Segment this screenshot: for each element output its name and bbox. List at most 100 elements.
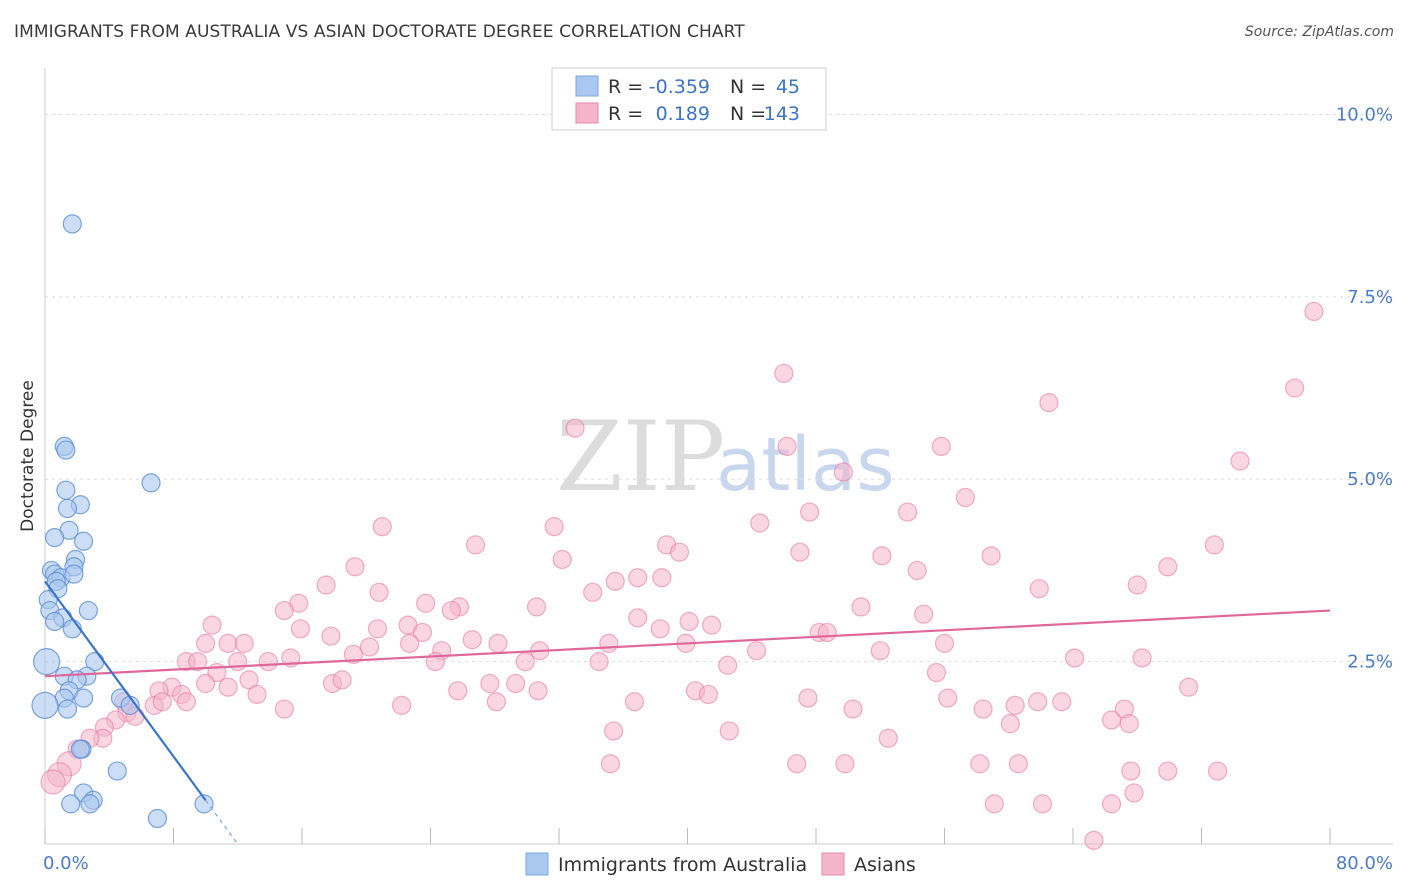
- asians-point: [926, 662, 947, 683]
- asians-point: [1052, 692, 1072, 712]
- y-axis-label: Doctorate Degree: [18, 380, 38, 532]
- australia-point: [70, 739, 90, 759]
- australia-point: [62, 214, 82, 234]
- asians-point: [448, 681, 468, 701]
- legend-n-value-asians: 143: [764, 103, 800, 125]
- gridlines: [45, 113, 1393, 663]
- asians-points: [40, 301, 1324, 850]
- legend-r-label-australia: R =: [608, 76, 643, 98]
- bottom-legend-label-asians: Asians: [854, 854, 916, 876]
- y-tick-label: 7.5%: [1347, 287, 1393, 308]
- legend-n-value-australia: 45: [776, 76, 800, 98]
- asians-point: [650, 619, 670, 639]
- asians-point: [1207, 761, 1228, 781]
- asians-point: [628, 568, 648, 588]
- australia-point: [107, 761, 127, 781]
- asians-point: [624, 692, 645, 712]
- y-tick-label: 10.0%: [1336, 104, 1393, 125]
- asians-point: [878, 728, 898, 748]
- australia-point: [56, 480, 76, 500]
- asians-point: [488, 633, 508, 653]
- asians-point: [1285, 378, 1305, 398]
- asians-point: [799, 502, 820, 522]
- australia-point: [147, 808, 168, 829]
- asians-point: [187, 652, 208, 672]
- asians-point: [1000, 714, 1020, 734]
- bottom-legend-swatch-australia: [525, 852, 549, 876]
- asians-point: [1032, 794, 1053, 814]
- asians-point: [1124, 783, 1144, 803]
- asians-point: [316, 575, 336, 595]
- asians-point: [290, 619, 310, 639]
- legend-r-value-australia: -0.359: [649, 76, 710, 98]
- x-tick-label-end: 80.0%: [1336, 853, 1393, 874]
- australia-trend-extension: [205, 799, 239, 845]
- asians-point: [239, 670, 259, 690]
- asians-point: [234, 633, 254, 653]
- asians-point: [1158, 557, 1178, 577]
- asians-point: [515, 652, 535, 672]
- australia-point: [33, 648, 61, 676]
- asians-point: [970, 754, 990, 774]
- australia-point: [73, 531, 94, 551]
- australia-point: [78, 600, 98, 621]
- x-tick-label-start: 0.0%: [43, 853, 89, 874]
- chart-title: IMMIGRANTS FROM AUSTRALIA VS ASIAN DOCTO…: [14, 22, 745, 42]
- asians-point: [218, 633, 238, 653]
- asians-point: [1065, 648, 1085, 668]
- australia-point: [45, 527, 65, 548]
- asians-point: [528, 681, 548, 701]
- asians-point: [1127, 575, 1147, 595]
- asians-point: [465, 535, 486, 555]
- asians-point: [833, 462, 853, 482]
- asians-point: [1158, 761, 1178, 781]
- asians-point: [40, 769, 66, 795]
- asians-point: [777, 436, 797, 457]
- legend-r-value-asians: 0.189: [656, 103, 710, 125]
- australia-point: [57, 699, 78, 719]
- asians-point: [372, 517, 392, 537]
- asians-point: [872, 546, 892, 566]
- watermark-atlas: atlas: [716, 422, 895, 508]
- asians-point: [1179, 677, 1199, 697]
- asians-point: [774, 363, 794, 384]
- australia-trend-line: [44, 580, 207, 801]
- asians-point: [669, 542, 690, 562]
- asians-point: [565, 418, 585, 438]
- asians-point: [1029, 579, 1049, 599]
- asians-point: [1039, 393, 1059, 413]
- australia-point: [45, 611, 65, 632]
- asians-point: [391, 695, 412, 715]
- asians-point: [583, 582, 603, 602]
- asians-point: [938, 688, 958, 708]
- asians-point: [914, 604, 934, 624]
- asians-point: [196, 673, 216, 694]
- asians-point: [258, 652, 278, 672]
- asians-point: [412, 622, 433, 643]
- asians-point: [247, 684, 267, 705]
- asians-point: [218, 677, 238, 697]
- asians-point: [1101, 794, 1122, 814]
- australia-point: [80, 794, 100, 814]
- asians-point: [589, 652, 609, 672]
- bottom-legend-swatch-asians: [821, 852, 845, 876]
- asians-point: [934, 633, 955, 653]
- australia-point: [56, 440, 76, 460]
- asians-point: [698, 684, 718, 705]
- asians-point: [416, 593, 436, 613]
- australia-point: [73, 688, 94, 708]
- australia-point: [141, 473, 161, 493]
- asians-point: [1084, 830, 1104, 850]
- asians-point: [870, 641, 890, 661]
- asians-point: [604, 721, 624, 741]
- australia-point: [64, 564, 84, 584]
- tick-labels: 2.5% 5.0% 7.5% 10.0% 0.0% 80.0%: [43, 104, 1393, 874]
- asians-point: [400, 633, 420, 653]
- australia-point: [31, 691, 59, 719]
- asians-point: [441, 600, 461, 621]
- asians-point: [984, 794, 1004, 814]
- asians-point: [526, 597, 547, 617]
- asians-point: [196, 633, 216, 653]
- asians-point: [719, 721, 739, 741]
- asians-point: [544, 517, 564, 537]
